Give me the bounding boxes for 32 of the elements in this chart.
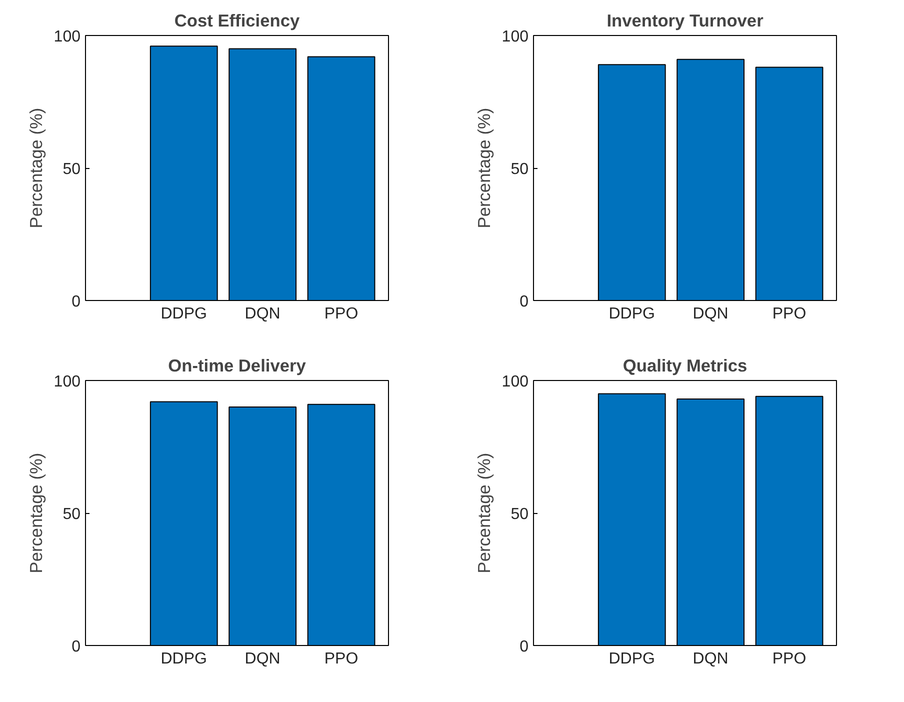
y-tick-label: 50 (510, 506, 529, 523)
y-tick-label: 50 (510, 161, 529, 178)
y-tick-label: 50 (62, 161, 81, 178)
x-tick-label: DQN (244, 306, 280, 322)
y-axis-title: Percentage (%) (26, 452, 46, 574)
y-axis-title: Percentage (%) (474, 108, 494, 228)
x-tick-label: DQN (692, 650, 728, 668)
y-tick-label: 0 (520, 294, 529, 310)
y-tick-label: 50 (62, 506, 81, 523)
x-tick-label: PPO (772, 650, 806, 668)
x-tick-label: PPO (772, 306, 806, 322)
y-tick-label: 0 (520, 638, 529, 656)
y-axis-title: Percentage (%) (474, 452, 494, 574)
x-tick-label: PPO (324, 650, 358, 668)
y-tick-label: 100 (54, 374, 81, 390)
y-axis-title: Percentage (%) (26, 108, 46, 228)
x-tick-label: DDPG (608, 306, 655, 322)
y-tick-label: 100 (502, 28, 529, 46)
x-tick-label: DDPG (160, 306, 207, 322)
chart-title: Cost Efficiency (174, 10, 300, 30)
chart-title: Quality Metrics (622, 356, 748, 376)
x-tick-label: DQN (692, 306, 728, 322)
chart-title: Inventory Turnover (606, 10, 764, 30)
y-tick-label: 100 (502, 374, 529, 390)
y-tick-label: 0 (72, 638, 81, 656)
y-tick-label: 0 (72, 294, 81, 310)
x-tick-label: PPO (324, 306, 358, 322)
x-tick-label: DDPG (160, 650, 207, 668)
chart-title: On-time Delivery (168, 356, 306, 376)
x-tick-label: DQN (244, 650, 280, 668)
y-tick-label: 100 (54, 28, 81, 46)
x-tick-label: DDPG (608, 650, 655, 668)
